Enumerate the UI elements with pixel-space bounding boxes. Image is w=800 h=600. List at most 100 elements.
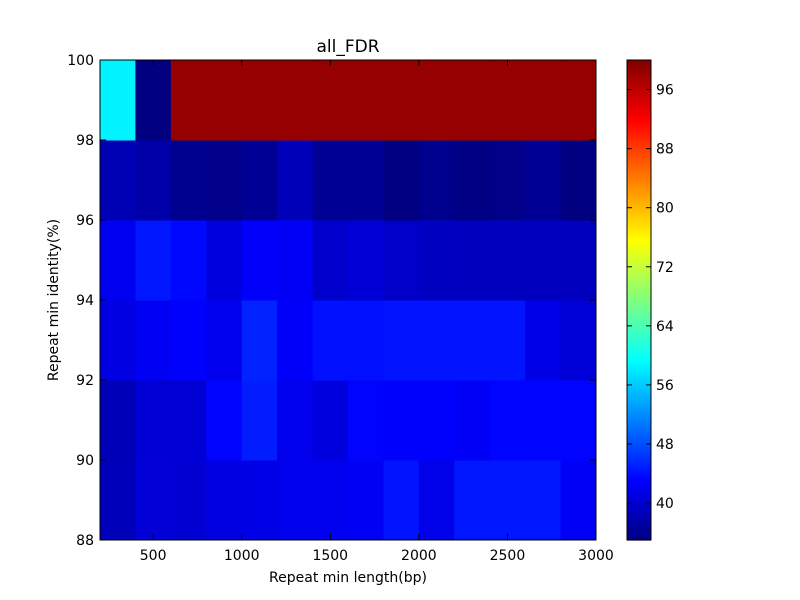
heatmap-cell	[489, 460, 526, 541]
colorbar-segment	[627, 240, 651, 243]
colorbar-segment	[627, 202, 651, 205]
colorbar-segment	[627, 518, 651, 521]
colorbar-segment	[627, 424, 651, 427]
colorbar-segment	[627, 504, 651, 507]
heatmap-cell	[277, 460, 314, 541]
colorbar-segment	[627, 88, 651, 91]
colorbar-segment	[627, 462, 651, 465]
colorbar-segment	[627, 522, 651, 525]
colorbar-segment	[627, 262, 651, 265]
colorbar-segment	[627, 178, 651, 181]
colorbar-segment	[627, 216, 651, 219]
heatmap-cell	[100, 380, 136, 461]
colorbar-segment	[627, 336, 651, 339]
colorbar-segment	[627, 366, 651, 369]
colorbar-segment	[627, 158, 651, 161]
colorbar-segment	[627, 224, 651, 227]
colorbar-segment	[627, 198, 651, 201]
heatmap-cell	[348, 60, 384, 141]
y-tick-label: 96	[76, 213, 94, 229]
heatmap-cell	[206, 460, 243, 541]
heatmap-cell	[100, 460, 136, 541]
colorbar-segment	[627, 170, 651, 173]
colorbar-segment	[627, 384, 651, 387]
heatmap-cell	[170, 300, 207, 381]
colorbar-segment	[627, 130, 651, 133]
colorbar-segment	[627, 472, 651, 475]
colorbar-segment	[627, 312, 651, 315]
colorbar-segment	[627, 344, 651, 347]
heatmap-cell	[241, 220, 278, 301]
colorbar-segment	[627, 176, 651, 179]
colorbar-segment	[627, 316, 651, 319]
colorbar-segment	[627, 492, 651, 495]
colorbar-segment	[627, 314, 651, 317]
colorbar-segment	[627, 220, 651, 223]
colorbar-segment	[627, 160, 651, 163]
heatmap-cell	[383, 300, 420, 381]
heatmap-cell	[560, 140, 597, 221]
heatmap-cell	[489, 220, 526, 301]
heatmap-cell	[277, 60, 314, 141]
colorbar-segment	[627, 320, 651, 323]
colorbar-segment	[627, 78, 651, 81]
colorbar-segment	[627, 524, 651, 527]
colorbar-segment	[627, 536, 651, 539]
colorbar-segment	[627, 190, 651, 193]
colorbar-segment	[627, 258, 651, 261]
colorbar-segment	[627, 520, 651, 523]
heatmap-cell	[312, 300, 349, 381]
colorbar-segment	[627, 214, 651, 217]
colorbar-segment	[627, 98, 651, 101]
colorbar-segment	[627, 86, 651, 89]
colorbar-segment	[627, 418, 651, 421]
heatmap-cell	[170, 380, 207, 461]
heatmap-cell	[525, 460, 562, 541]
colorbar-segment	[627, 324, 651, 327]
colorbar-segment	[627, 438, 651, 441]
colorbar-segment	[627, 102, 651, 105]
heatmap-cell	[206, 380, 243, 461]
colorbar-segment	[627, 372, 651, 375]
heatmap-cell	[100, 300, 136, 381]
colorbar-segment	[627, 456, 651, 459]
heatmap-cell	[560, 220, 597, 301]
colorbar-segment	[627, 382, 651, 385]
colorbar-segment	[627, 138, 651, 141]
colorbar-segment	[627, 154, 651, 157]
colorbar-segment	[627, 164, 651, 167]
heatmap-cell	[100, 140, 136, 221]
colorbar-segment	[627, 148, 651, 151]
colorbar-tick-label: 56	[656, 378, 674, 394]
colorbar-segment	[627, 512, 651, 515]
colorbar-segment	[627, 174, 651, 177]
colorbar-segment	[627, 186, 651, 189]
heatmap-cell	[135, 140, 172, 221]
colorbar-segment	[627, 408, 651, 411]
colorbar-segment	[627, 402, 651, 405]
heatmap-cell	[560, 300, 597, 381]
colorbar-segment	[627, 506, 651, 509]
colorbar-segment	[627, 288, 651, 291]
colorbar-segment	[627, 280, 651, 283]
colorbar-segment	[627, 534, 651, 537]
colorbar-segment	[627, 108, 651, 111]
colorbar-segment	[627, 310, 651, 313]
colorbar-segment	[627, 362, 651, 365]
colorbar-segment	[627, 308, 651, 311]
colorbar-tick-label: 48	[656, 437, 674, 453]
colorbar-segment	[627, 340, 651, 343]
heatmap-cell	[277, 140, 314, 221]
colorbar-segment	[627, 350, 651, 353]
colorbar-segment	[627, 110, 651, 113]
colorbar-segment	[627, 272, 651, 275]
heatmap-cell	[312, 60, 349, 141]
colorbar-segment	[627, 342, 651, 345]
colorbar-segment	[627, 474, 651, 477]
heatmap-cell	[135, 300, 172, 381]
colorbar-segment	[627, 128, 651, 131]
colorbar-segment	[627, 182, 651, 185]
colorbar-segment	[627, 352, 651, 355]
heatmap-cell	[312, 380, 349, 461]
colorbar-segment	[627, 348, 651, 351]
